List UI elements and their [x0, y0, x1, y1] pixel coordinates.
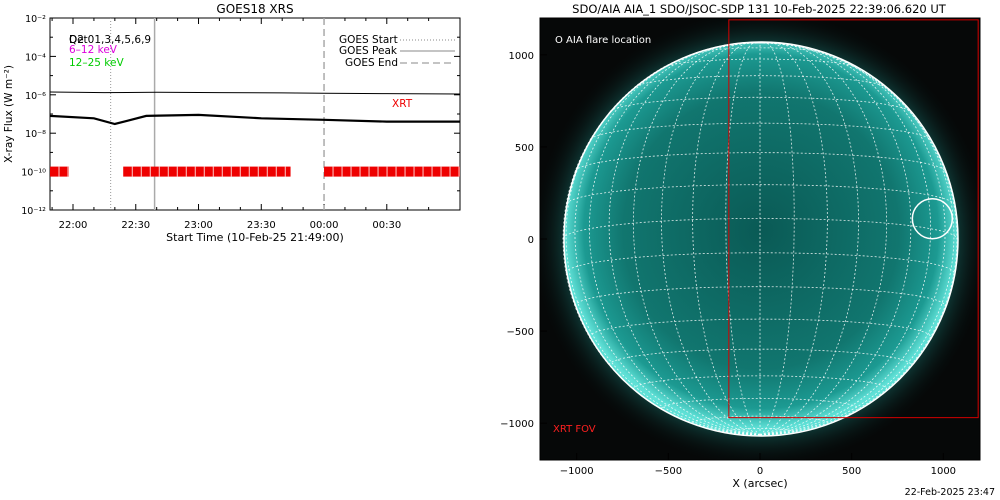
xrt-label: XRT [392, 98, 413, 110]
aia-title: SDO/AIA AIA_1 SDO/JSOC-SDP 131 10-Feb-20… [572, 2, 947, 16]
aia-x-tick-label: 500 [842, 466, 861, 477]
goes-xlabel: Start Time (10-Feb-25 21:49:00) [166, 231, 344, 244]
aia-x-tick-label: −1000 [560, 466, 594, 477]
goes-title: GOES18 XRS [216, 2, 293, 16]
goes-plot-frame [49, 17, 461, 211]
detectors-label: Det01,3,4,5,6,9 [69, 34, 151, 46]
aia-panel: SDO/AIA AIA_1 SDO/JSOC-SDP 131 10-Feb-20… [500, 2, 981, 490]
aia-x-tick-label: 0 [757, 466, 763, 477]
grid-parallel [663, 58, 857, 68]
goes-legend: GOES Start GOES Peak GOES End [339, 34, 455, 69]
aia-y-axis: −1000 −500 0 500 1000 [500, 51, 547, 430]
goes-y-axis: 10⁻¹² 10⁻¹⁰ 10⁻⁸ 10⁻⁶ 10⁻⁴ 10⁻² [21, 14, 460, 217]
x-tick-label: 23:30 [247, 220, 276, 231]
detectors-overlap-label: Q2 [69, 34, 84, 46]
aia-x-axis: −1000 −500 0 500 1000 [560, 453, 956, 477]
xrt-fov-box [728, 19, 979, 419]
grid-parallel [695, 47, 825, 54]
band-high-label: 12–25 keV [69, 57, 124, 69]
solar-limb [563, 41, 959, 437]
aia-image [540, 18, 980, 460]
grid-parallel [608, 348, 912, 365]
aia-y-tick-label: −500 [507, 327, 534, 338]
grid-parallel [661, 398, 859, 409]
legend-goes-end-label: GOES End [345, 57, 398, 69]
legend-goes-start-label: GOES Start [339, 34, 398, 46]
xrt-coverage-bar [50, 166, 69, 177]
goes-series-line [50, 91, 460, 95]
heliographic-grid [562, 41, 958, 436]
y-tick-label: 10⁻⁸ [25, 129, 46, 140]
legend-goes-peak-label: GOES Peak [339, 45, 398, 57]
goes-series-line [50, 113, 460, 126]
aia-xlabel: X (arcsec) [732, 477, 787, 490]
grid-parallel [590, 122, 930, 140]
goes-plot-area [50, 18, 460, 210]
grid-parallel [565, 184, 955, 205]
aia-y-tick-label: 500 [515, 143, 534, 154]
xrt-fov-label: XRT FOV [553, 424, 596, 435]
xrt-coverage-bar [123, 166, 291, 177]
y-tick-label: 10⁻⁶ [25, 91, 46, 102]
grid-parallel [725, 428, 795, 433]
x-tick-label: 23:00 [184, 220, 213, 231]
x-tick-label: 00:00 [310, 220, 339, 231]
y-tick-label: 10⁻¹² [21, 206, 46, 217]
flare-location-marker [911, 197, 954, 240]
grid-meridian [725, 41, 761, 436]
grid-parallel [565, 252, 955, 274]
grid-parallel [609, 96, 911, 112]
render-timestamp: 22-Feb-2025 23:47 [905, 487, 995, 498]
grid-parallel [574, 286, 946, 307]
grid-meridian [759, 42, 955, 436]
aia-x-tick-label: −500 [655, 466, 682, 477]
grid-parallel [574, 152, 946, 172]
aia-flare-legend: O AIA flare location [555, 35, 651, 46]
grid-meridian [661, 41, 761, 436]
aia-y-tick-label: 1000 [509, 51, 534, 62]
x-tick-label: 00:30 [372, 220, 401, 231]
xrt-coverage-bar [324, 166, 460, 177]
x-tick-label: 22:30 [121, 220, 150, 231]
grid-parallel [634, 75, 886, 88]
aia-y-tick-label: 0 [528, 235, 534, 246]
grid-parallel [692, 415, 828, 424]
grid-parallel [562, 218, 958, 240]
y-tick-label: 10⁻² [25, 14, 46, 25]
y-tick-label: 10⁻⁴ [25, 52, 46, 63]
grid-parallel [633, 375, 887, 390]
solar-disk [564, 42, 958, 436]
aia-y-tick-label: −1000 [500, 419, 534, 430]
band-low-label: 6–12 keV [69, 44, 118, 56]
grid-parallel [589, 318, 931, 338]
goes-ylabel: X-ray Flux (W m⁻²) [3, 65, 15, 163]
y-tick-label: 10⁻¹⁰ [21, 168, 46, 179]
aia-x-tick-label: 1000 [931, 466, 956, 477]
goes-panel: GOES18 XRS 10⁻¹² 10⁻¹⁰ 10⁻⁸ 10⁻⁶ 10⁻⁴ 10⁻² 22… [3, 2, 461, 244]
x-tick-label: 22:00 [59, 220, 88, 231]
